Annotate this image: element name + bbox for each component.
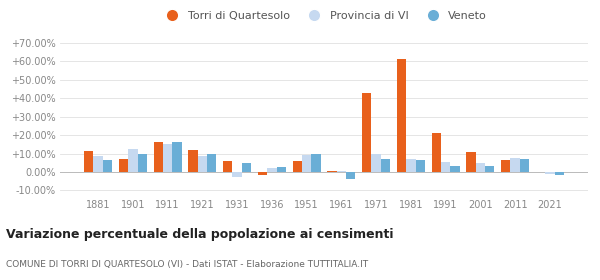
Bar (554, 172, 564, 175)
Bar (232, 172, 242, 177)
Bar (501, 160, 511, 172)
Bar (406, 159, 416, 172)
Bar (371, 153, 381, 172)
Bar (397, 59, 406, 172)
Bar (137, 155, 147, 172)
Bar (381, 159, 390, 172)
Bar (431, 133, 441, 172)
Bar (128, 149, 137, 172)
Bar (346, 172, 355, 179)
Bar (302, 155, 311, 172)
Bar (154, 142, 163, 172)
Bar (207, 153, 217, 172)
Bar (267, 168, 277, 172)
Bar (476, 163, 485, 172)
Bar (441, 162, 451, 172)
Bar (362, 93, 371, 172)
Bar (119, 159, 128, 172)
Bar (520, 159, 529, 172)
Bar (311, 153, 320, 172)
Bar (277, 167, 286, 172)
Bar (466, 152, 476, 172)
Bar (172, 142, 182, 172)
Bar (545, 172, 554, 174)
Bar (416, 160, 425, 172)
Bar (84, 151, 94, 172)
Bar (258, 172, 267, 175)
Text: Variazione percentuale della popolazione ai censimenti: Variazione percentuale della popolazione… (6, 228, 394, 241)
Legend: Torri di Quartesolo, Provincia di VI, Veneto: Torri di Quartesolo, Provincia di VI, Ve… (157, 7, 491, 25)
Bar (197, 156, 207, 172)
Bar (337, 171, 346, 172)
Bar (485, 165, 494, 172)
Bar (94, 156, 103, 172)
Bar (242, 163, 251, 172)
Bar (293, 161, 302, 172)
Bar (451, 167, 460, 172)
Bar (511, 158, 520, 172)
Text: COMUNE DI TORRI DI QUARTESOLO (VI) - Dati ISTAT - Elaborazione TUTTITALIA.IT: COMUNE DI TORRI DI QUARTESOLO (VI) - Dat… (6, 260, 368, 269)
Bar (163, 144, 172, 172)
Bar (188, 150, 197, 172)
Bar (328, 171, 337, 172)
Bar (223, 161, 232, 172)
Bar (103, 160, 112, 172)
